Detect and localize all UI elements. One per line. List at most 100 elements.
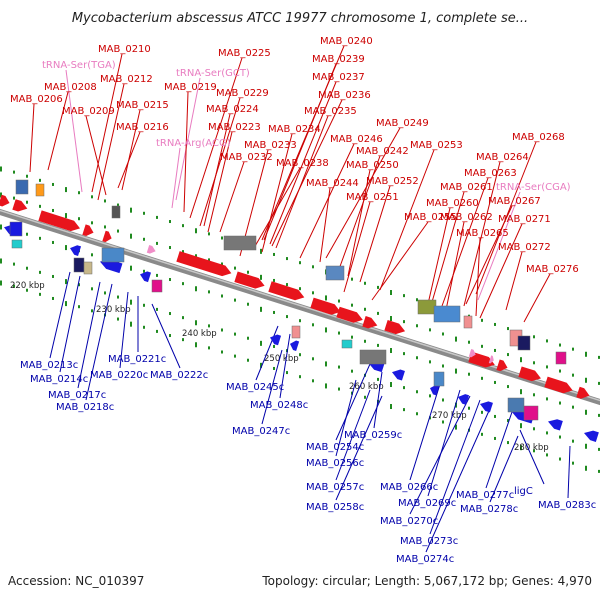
gene-label[interactable]: MAB_0266c [380, 482, 438, 493]
domain-block[interactable] [341, 339, 353, 349]
gene-label[interactable]: MAB_0263 [464, 168, 517, 179]
plus-strand-gene[interactable] [82, 224, 95, 238]
pseudogene-block[interactable] [359, 349, 387, 365]
gene-label[interactable]: MAB_0278c [460, 504, 518, 515]
gene-label[interactable]: MAB_0225 [218, 48, 271, 59]
gene-label[interactable]: MAB_0253 [410, 140, 463, 151]
gene-label[interactable]: MAB_0256c [306, 458, 364, 469]
domain-block[interactable] [111, 205, 121, 219]
gene-label[interactable]: MAB_0274c [396, 554, 454, 565]
minus-strand-gene[interactable] [268, 333, 282, 346]
gene-features[interactable] [0, 179, 599, 442]
gene-label[interactable]: MAB_0251 [346, 192, 399, 203]
minus-strand-gene[interactable] [456, 392, 470, 405]
gene-label[interactable]: MAB_0270c [380, 516, 438, 527]
plus-strand-gene[interactable] [234, 271, 266, 291]
plus-strand-gene[interactable] [544, 376, 574, 396]
minus-strand-gene[interactable] [390, 367, 405, 381]
domain-block[interactable] [325, 265, 345, 281]
gene-label[interactable]: tRNA-Arg(ACG) [156, 138, 231, 149]
gene-label[interactable]: MAB_0229 [216, 88, 269, 99]
gene-label[interactable]: MAB_0218c [56, 402, 114, 413]
gene-label[interactable]: MAB_0206 [10, 94, 63, 105]
gene-label[interactable]: MAB_0209 [62, 106, 115, 117]
minus-strand-gene[interactable] [288, 339, 300, 352]
trna-gene[interactable] [488, 355, 495, 364]
gene-label[interactable]: ligC [514, 486, 533, 497]
minus-strand-gene[interactable] [68, 243, 82, 256]
gene-label[interactable]: MAB_0268 [512, 132, 565, 143]
gene-label[interactable]: MAB_0215 [116, 100, 169, 111]
plus-strand-gene[interactable] [576, 386, 591, 401]
gene-label[interactable]: MAB_0265 [456, 228, 509, 239]
gene-label[interactable]: MAB_0212 [100, 74, 153, 85]
plus-strand-gene[interactable] [336, 306, 364, 325]
gene-label[interactable]: MAB_0239 [312, 54, 365, 65]
gene-label[interactable]: MAB_0277c [456, 490, 514, 501]
gene-label[interactable]: tRNA-Ser(CGA) [496, 182, 571, 193]
gene-label[interactable]: MAB_0262 [440, 212, 493, 223]
domain-block[interactable] [9, 221, 23, 237]
plus-strand-gene[interactable] [496, 359, 509, 373]
gene-label[interactable]: MAB_0283c [538, 500, 596, 511]
gene-label[interactable]: MAB_0232 [220, 152, 273, 163]
gene-label[interactable]: MAB_0236 [318, 90, 371, 101]
domain-block[interactable] [35, 183, 45, 197]
plus-strand-gene[interactable] [518, 366, 542, 383]
plus-strand-gene[interactable] [468, 351, 496, 370]
gene-label[interactable]: MAB_0257c [306, 482, 364, 493]
gene-label[interactable]: MAB_0269c [398, 498, 456, 509]
plus-strand-gene[interactable] [362, 316, 379, 331]
domain-block[interactable] [555, 351, 567, 365]
minus-strand-gene[interactable] [546, 417, 563, 431]
gene-label[interactable]: MAB_0272 [498, 242, 551, 253]
plus-strand-gene[interactable] [102, 230, 113, 244]
gene-label[interactable]: MAB_0271 [498, 214, 551, 225]
gene-label[interactable]: MAB_0240 [320, 36, 373, 47]
domain-block[interactable] [83, 261, 93, 275]
gene-label[interactable]: MAB_0216 [116, 122, 169, 133]
gene-label[interactable]: MAB_0217c [48, 390, 106, 401]
pseudogene-block[interactable] [223, 235, 257, 251]
gene-label[interactable]: MAB_0223 [208, 122, 261, 133]
plus-strand-gene[interactable] [0, 194, 11, 209]
plus-strand-gene[interactable] [38, 210, 81, 233]
gene-label[interactable]: MAB_0224 [206, 104, 259, 115]
gene-label[interactable]: tRNA-Ser(GCT) [176, 68, 250, 79]
domain-block[interactable] [101, 247, 125, 263]
domain-block[interactable] [433, 371, 445, 387]
domain-block[interactable] [517, 335, 531, 351]
gene-label[interactable]: MAB_0237 [312, 72, 365, 83]
gene-label[interactable]: MAB_0258c [306, 502, 364, 513]
gene-label[interactable]: MAB_0248c [250, 400, 308, 411]
gene-label[interactable]: MAB_0273c [400, 536, 458, 547]
gene-label[interactable]: MAB_0276 [526, 264, 579, 275]
gene-label[interactable]: MAB_0208 [44, 82, 97, 93]
trna-gene[interactable] [468, 349, 477, 358]
gene-label[interactable]: MAB_0260 [426, 198, 479, 209]
gene-label[interactable]: MAB_0267 [488, 196, 541, 207]
gene-label[interactable]: MAB_0233 [244, 140, 297, 151]
gene-label[interactable]: MAB_0259c [344, 430, 402, 441]
plus-strand-gene[interactable] [268, 281, 306, 302]
gene-label[interactable]: MAB_0255 [404, 212, 457, 223]
domain-block[interactable] [15, 179, 29, 195]
gene-label[interactable]: MAB_0254c [306, 442, 364, 453]
plus-strand-gene[interactable] [176, 251, 233, 278]
minus-strand-gene[interactable] [138, 270, 152, 283]
domain-block[interactable] [433, 305, 461, 323]
minus-strand-gene[interactable] [582, 428, 599, 442]
gene-label[interactable]: MAB_0234 [268, 124, 321, 135]
domain-block[interactable] [523, 405, 539, 421]
gene-label[interactable]: MAB_0210 [98, 44, 151, 55]
minus-strand-gene[interactable] [98, 257, 123, 274]
gene-label[interactable]: MAB_0264 [476, 152, 529, 163]
gene-label[interactable]: MAB_0221c [108, 354, 166, 365]
domain-block[interactable] [291, 325, 301, 339]
domain-block[interactable] [151, 279, 163, 293]
gene-label[interactable]: MAB_0247c [232, 426, 290, 437]
gene-label[interactable]: MAB_0213c [20, 360, 78, 371]
gene-label[interactable]: MAB_0235 [304, 106, 357, 117]
